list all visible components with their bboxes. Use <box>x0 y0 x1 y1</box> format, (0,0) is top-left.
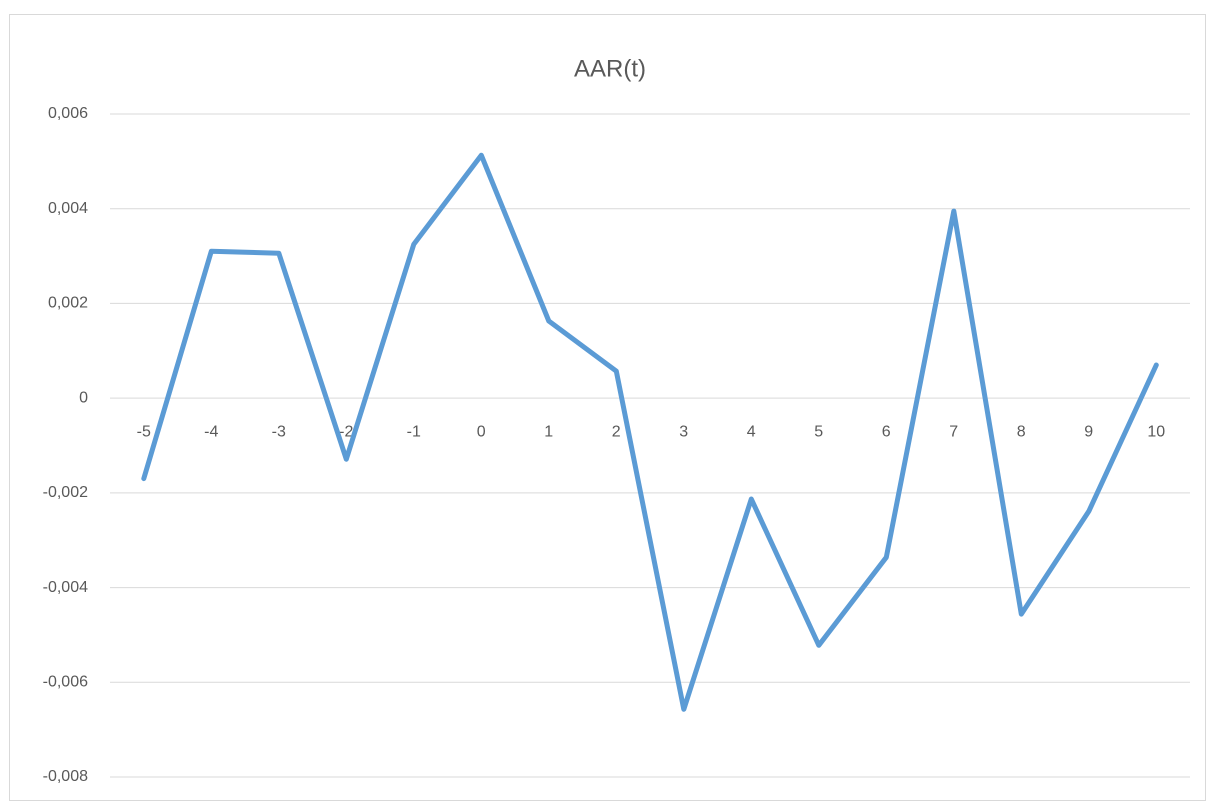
y-tick-label: 0,002 <box>48 295 88 312</box>
x-tick-label: 10 <box>1147 423 1165 440</box>
x-tick-label: 0 <box>477 423 486 440</box>
x-tick-label: -5 <box>137 423 151 440</box>
y-tick-label: -0,002 <box>43 484 88 501</box>
x-tick-label: 4 <box>747 423 756 440</box>
x-tick-label: -2 <box>339 423 353 440</box>
x-tick-label: 3 <box>679 423 688 440</box>
x-tick-label: 2 <box>612 423 621 440</box>
x-tick-label: 6 <box>882 423 891 440</box>
chart-title: AAR(t) <box>574 55 646 82</box>
x-tick-label: 8 <box>1017 423 1026 440</box>
x-tick-label: 9 <box>1084 423 1093 440</box>
x-tick-label: -4 <box>204 423 218 440</box>
data-line <box>141 152 1159 712</box>
y-tick-label: -0,008 <box>43 768 88 785</box>
x-tick-label: 1 <box>544 423 553 440</box>
x-tick-label: 7 <box>949 423 958 440</box>
y-tick-label: 0,004 <box>48 200 88 217</box>
y-tick-label: 0 <box>79 389 88 406</box>
x-tick-label: 5 <box>814 423 823 440</box>
x-tick-label: -3 <box>272 423 286 440</box>
y-tick-label: -0,006 <box>43 674 88 691</box>
y-tick-label: -0,004 <box>43 579 88 596</box>
x-tick-label: -1 <box>407 423 421 440</box>
chart-border <box>9 14 1206 801</box>
y-tick-label: 0,006 <box>48 105 88 122</box>
